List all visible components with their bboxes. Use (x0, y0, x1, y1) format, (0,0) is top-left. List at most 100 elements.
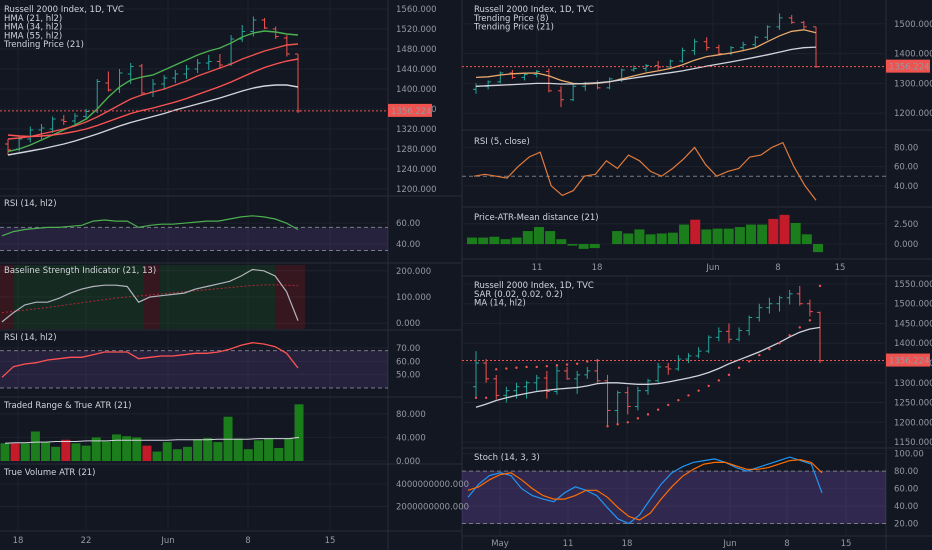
sar-dot (737, 366, 741, 369)
pam-bar (623, 233, 634, 245)
left-bsi-y-tick: 200.000 (396, 267, 431, 277)
left-rsi1-y-tick: 60.00 (396, 219, 420, 229)
left-pane-title: Baseline Strength Indicator (21, 13) (4, 266, 156, 276)
rb-stoch-y-tick: 100.00 (894, 450, 924, 460)
stoch-band (462, 471, 886, 524)
pam-bar (734, 227, 745, 245)
rt-trend8 (475, 29, 817, 85)
sar-dot (818, 284, 822, 288)
sar-dot (616, 423, 619, 426)
rt-x-tick: 18 (592, 263, 603, 273)
left-pane-title: True Volume ATR (21) (3, 468, 95, 478)
sar-dot (484, 396, 488, 399)
sar-dot (667, 403, 670, 407)
pam-bar (801, 234, 812, 245)
rt-rsi-line (473, 141, 817, 201)
pam-bar (567, 244, 578, 246)
sar-dot (545, 364, 549, 368)
rt-trend21 (475, 46, 817, 87)
sar-dot (747, 360, 751, 363)
traded-range-bar (122, 436, 132, 461)
left-tv-y-tick: 2000000000.000 (396, 503, 469, 513)
left-price-y-tick: 1440.000 (396, 65, 437, 75)
sar-dot (707, 384, 710, 388)
rb-x-tick: May (491, 539, 509, 549)
rt-legend-item: Trending Price (8) (473, 14, 549, 24)
sar-dot (474, 396, 478, 399)
price-label-box (886, 353, 930, 367)
rt-x-tick: Jun (705, 263, 719, 273)
rb-legend-item: SAR (0.02, 0.02, 0.2) (474, 290, 563, 300)
last-price-label: 1356.224 (391, 107, 432, 117)
stoch-k (467, 456, 823, 525)
pam-bar (634, 229, 645, 245)
left-price-y-tick: 1560.000 (396, 5, 437, 15)
traded-range-bar (253, 440, 263, 461)
sar-dot (677, 398, 680, 402)
left-rsi2-y-tick: 60.00 (396, 357, 420, 367)
pam-bar (712, 228, 723, 245)
traded-range-bar (172, 449, 182, 461)
pam-bar (578, 244, 589, 249)
pam-bar (813, 244, 823, 253)
traded-range-bar (294, 404, 304, 461)
bsi-line (1, 268, 299, 323)
pam-bar (500, 239, 511, 245)
left-legend-item: HMA (55, hl2) (4, 31, 62, 41)
left-x-tick: 18 (13, 536, 24, 546)
sar-dot (555, 364, 559, 367)
left-rsi2-y-tick: 50.00 (396, 371, 420, 381)
rb-x-tick: 11 (563, 539, 574, 549)
traded-range-bar (132, 437, 142, 461)
traded-range-bar (10, 443, 20, 461)
sar-dot (758, 353, 761, 357)
price-label-box (886, 59, 930, 73)
pam-bar (489, 236, 500, 245)
traded-range-bar (0, 443, 10, 461)
pam-bar (723, 228, 734, 245)
rb-pane-title: Stoch (14, 3, 3) (474, 453, 540, 463)
left-price-y-tick: 1200.000 (396, 185, 437, 195)
price-label-box (388, 103, 432, 117)
left-chart-title: Russell 2000 Index, 1D, TVC (4, 5, 124, 15)
left-series-3 (7, 84, 299, 156)
left-price-y-tick: 1480.000 (396, 45, 437, 55)
bsi-baseline (1, 284, 299, 314)
pam-bar (690, 219, 701, 245)
rb-price-y-tick: 1400.000 (894, 339, 932, 349)
traded-range-bar (264, 438, 274, 461)
left-price-y-tick: 1280.000 (396, 145, 437, 155)
rb-chart-title: Russell 2000 Index, 1D, TVC (474, 281, 594, 291)
pam-bar (589, 244, 600, 249)
left-series-0 (7, 30, 299, 153)
left-series-1 (7, 43, 299, 140)
bsi-bg-green (160, 265, 275, 329)
left-price-y-tick: 1520.000 (396, 25, 437, 35)
rb-price-y-tick: 1150.000 (894, 438, 932, 448)
sar-dot (626, 421, 629, 424)
traded-range-bar (30, 431, 40, 461)
pam-bar (545, 231, 556, 245)
pam-bar (478, 237, 489, 245)
left-price-y-tick: 1240.000 (396, 165, 437, 175)
rb-ma14 (475, 326, 821, 408)
rb-x-tick: Jun (722, 539, 736, 549)
sar-dot (535, 365, 538, 369)
rt-price-y-tick: 1200.000 (894, 109, 932, 119)
rt-price-y-tick: 1300.000 (894, 79, 932, 89)
rt-pane-title: Price-ATR-Mean distance (21) (474, 213, 599, 223)
left-x-tick: 8 (245, 536, 250, 546)
rb-legend-item: MA (14, hl2) (474, 299, 526, 309)
pam-bar (779, 214, 790, 245)
last-price-label: 1356.224 (889, 63, 930, 73)
rb-price-y-tick: 1450.000 (894, 319, 932, 329)
traded-range-bar (91, 437, 101, 461)
left-price-y-tick: 1400.000 (396, 85, 437, 95)
traded-range-bar (41, 442, 51, 461)
traded-range-bar (20, 443, 30, 461)
rb-stoch-y-tick: 20.00 (894, 520, 918, 530)
rt-x-tick: 11 (532, 263, 543, 273)
rt-pam-y-tick: 2.500 (894, 220, 918, 230)
sar-dot (565, 363, 569, 366)
